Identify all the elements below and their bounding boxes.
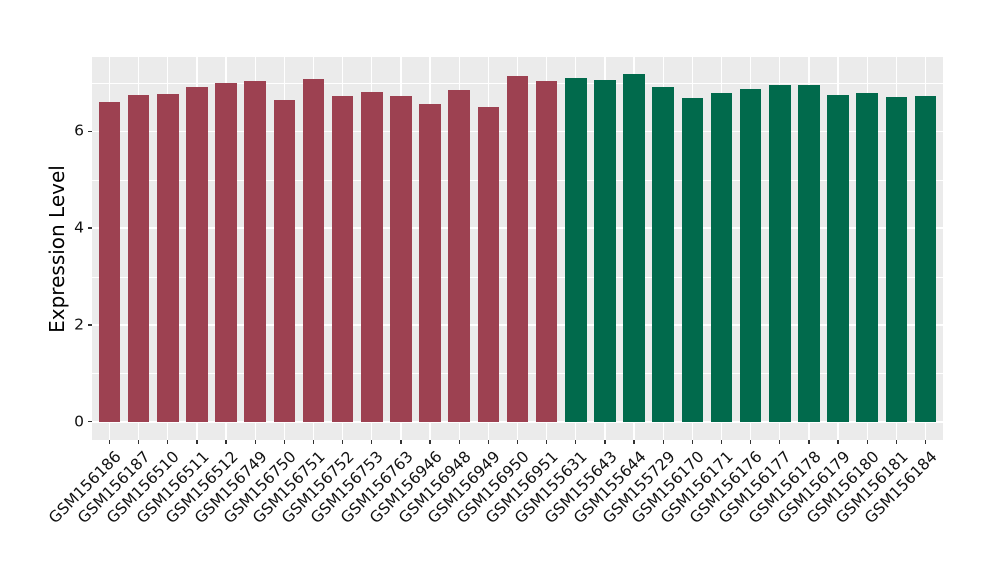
x-tick xyxy=(400,440,402,444)
x-tick xyxy=(429,440,431,444)
bar xyxy=(769,84,791,422)
bar xyxy=(681,98,704,422)
plot-panel xyxy=(92,57,943,440)
bar xyxy=(565,78,587,422)
bar xyxy=(157,93,179,422)
x-tick xyxy=(750,440,752,444)
x-tick xyxy=(546,440,548,444)
bar xyxy=(448,90,470,422)
x-tick xyxy=(225,440,227,444)
bar xyxy=(623,74,645,422)
x-tick xyxy=(604,440,606,444)
y-tick xyxy=(88,421,92,423)
y-gridline-major xyxy=(92,421,943,423)
y-tick xyxy=(88,227,92,229)
y-tick-label: 6 xyxy=(74,121,84,140)
x-tick xyxy=(633,440,635,444)
x-tick xyxy=(312,440,315,444)
bar xyxy=(739,89,762,422)
bar xyxy=(331,95,354,422)
x-tick xyxy=(691,440,694,444)
x-tick xyxy=(283,440,285,444)
bar xyxy=(506,75,529,422)
x-tick xyxy=(458,440,460,444)
x-tick xyxy=(866,440,868,444)
bar xyxy=(215,82,237,422)
bar xyxy=(535,80,558,422)
bar xyxy=(244,80,266,422)
bar xyxy=(827,95,849,422)
y-tick-label: 0 xyxy=(74,411,84,430)
x-tick xyxy=(371,440,373,444)
x-tick xyxy=(720,440,723,444)
y-tick xyxy=(88,130,92,132)
bar xyxy=(127,95,150,422)
bar xyxy=(186,86,208,422)
y-axis-title: Expression Level xyxy=(45,165,69,334)
bar xyxy=(477,107,500,422)
x-tick xyxy=(487,440,489,444)
x-tick xyxy=(167,440,169,444)
bar xyxy=(98,102,121,422)
bar xyxy=(652,87,674,422)
x-tick xyxy=(662,440,664,444)
x-tick xyxy=(196,440,198,444)
bar xyxy=(361,92,383,422)
bar xyxy=(594,79,616,422)
bar xyxy=(710,92,733,422)
bar xyxy=(885,96,908,422)
bar xyxy=(856,93,878,422)
x-tick xyxy=(137,440,140,444)
x-tick xyxy=(108,440,111,444)
x-tick xyxy=(808,440,810,444)
y-tick-label: 4 xyxy=(74,218,84,237)
bar xyxy=(419,103,441,422)
bar xyxy=(302,78,325,422)
bar xyxy=(798,85,820,422)
x-tick xyxy=(516,440,519,444)
bar xyxy=(390,95,412,422)
bar xyxy=(273,100,296,422)
x-tick xyxy=(779,440,781,444)
x-tick xyxy=(254,440,256,444)
x-tick xyxy=(837,440,839,444)
bar xyxy=(914,96,937,422)
y-tick-label: 2 xyxy=(74,315,84,334)
x-tick xyxy=(924,440,927,444)
x-tick xyxy=(341,440,344,444)
x-tick xyxy=(895,440,898,444)
y-tick xyxy=(88,324,92,326)
x-tick xyxy=(575,440,577,444)
